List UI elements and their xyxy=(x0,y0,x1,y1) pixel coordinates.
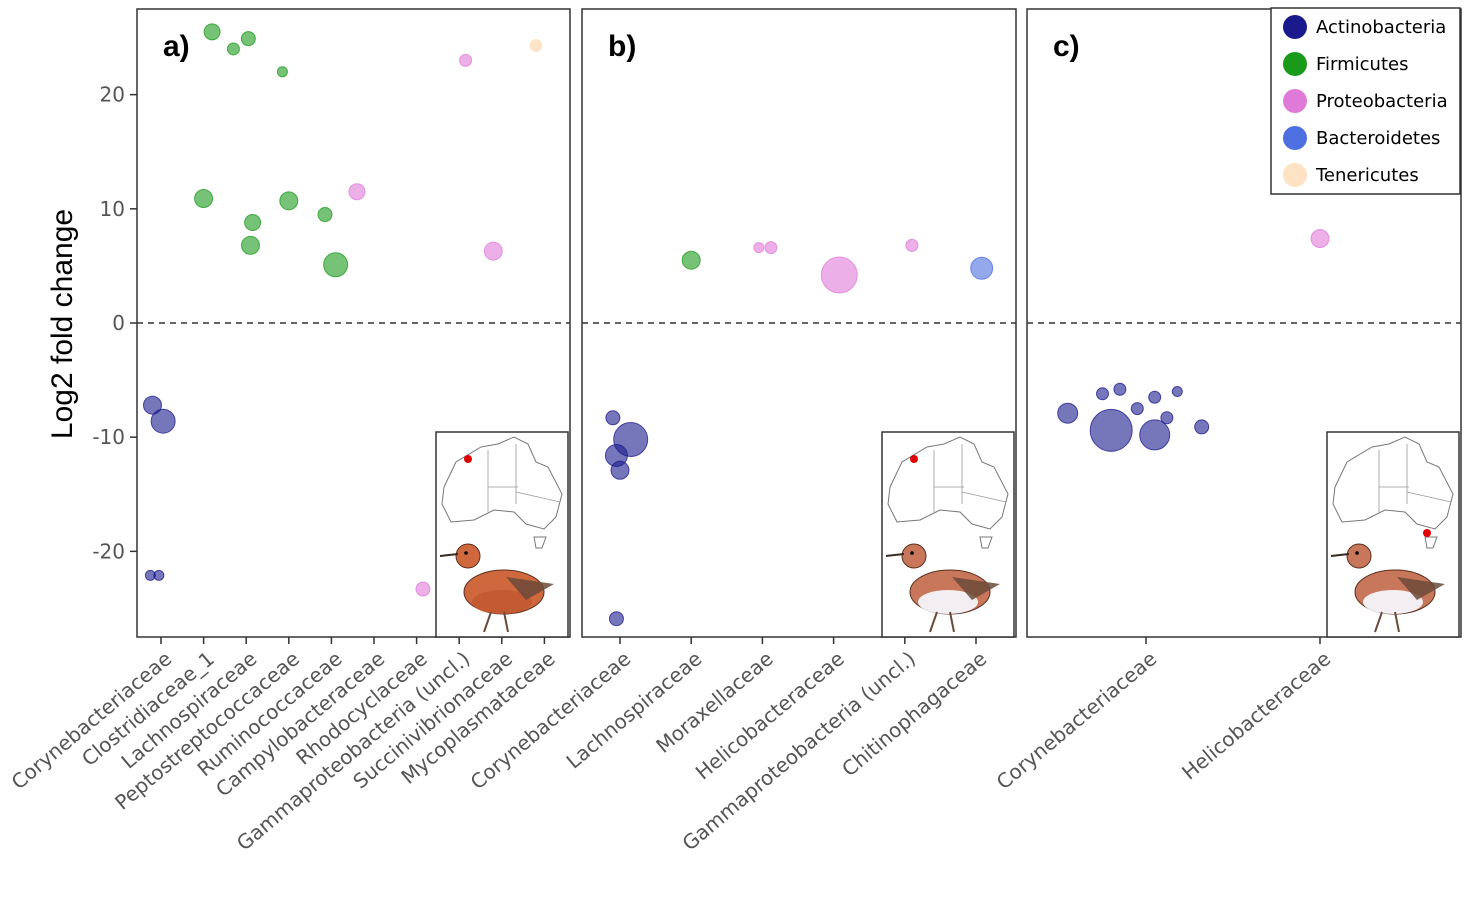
data-point xyxy=(226,42,240,56)
data-point xyxy=(610,460,630,480)
x-tick-label: Helicobacteraceae xyxy=(1177,646,1335,784)
data-point xyxy=(323,252,349,278)
legend: Actinobacteria Firmicutes Proteobacteria Ba… xyxy=(1270,7,1461,195)
legend-swatch xyxy=(1283,15,1307,39)
data-point xyxy=(1139,419,1171,451)
data-point xyxy=(459,53,473,67)
site-marker-icon xyxy=(1423,529,1431,537)
data-point xyxy=(1148,390,1162,404)
data-point xyxy=(1171,386,1183,398)
tasmania-outline xyxy=(533,536,547,549)
map-bird-inset xyxy=(881,431,1015,638)
map-bird-inset xyxy=(435,431,569,638)
y-tick-label: -10 xyxy=(92,425,125,449)
panels: a)CorynebacteriaceaeClostridiaceae_1Lach… xyxy=(7,8,1462,855)
data-point xyxy=(970,256,994,280)
legend-label: Actinobacteria xyxy=(1316,17,1446,38)
data-point xyxy=(415,581,431,597)
data-point xyxy=(1310,229,1330,249)
data-point xyxy=(348,183,366,201)
bird-illustration-icon xyxy=(885,543,1000,633)
state-borders xyxy=(933,444,1007,512)
panel-label: b) xyxy=(608,30,636,63)
y-axis-title: Log2 fold change xyxy=(46,209,79,439)
data-point xyxy=(150,408,176,434)
y-tick-label: -20 xyxy=(92,539,125,563)
panel-a: a)CorynebacteriaceaeClostridiaceae_1Lach… xyxy=(7,8,571,855)
data-point xyxy=(240,235,260,255)
legend-entry: Tenericutes xyxy=(1283,163,1419,187)
bird-illustration-icon xyxy=(439,543,554,633)
map-bird-inset xyxy=(1326,431,1460,638)
data-point xyxy=(194,189,214,209)
legend-entry: Bacteroidetes xyxy=(1283,126,1440,150)
data-point xyxy=(605,410,621,426)
data-point xyxy=(905,238,919,252)
site-marker-icon xyxy=(464,455,472,463)
australia-map-outline xyxy=(441,436,563,530)
data-point xyxy=(1160,411,1174,425)
data-point xyxy=(1096,387,1109,401)
data-point xyxy=(153,569,165,581)
data-point xyxy=(608,611,624,627)
legend-swatch xyxy=(1283,52,1307,76)
australia-map-outline xyxy=(1332,436,1454,530)
legend-label: Bacteroidetes xyxy=(1316,128,1440,149)
data-point xyxy=(1130,402,1144,416)
data-point xyxy=(820,256,858,294)
y-tick-label: 10 xyxy=(100,197,125,221)
data-point xyxy=(240,31,256,47)
data-point xyxy=(483,241,503,261)
legend-entry: Firmicutes xyxy=(1283,52,1408,76)
site-marker-icon xyxy=(910,455,918,463)
panel-label: a) xyxy=(163,30,190,63)
legend-entry: Proteobacteria xyxy=(1283,89,1448,113)
data-point xyxy=(1194,419,1210,435)
legend-swatch xyxy=(1283,89,1307,113)
data-point xyxy=(753,242,765,254)
data-point xyxy=(1057,402,1079,424)
x-tick-label: Corynebacteriaceae xyxy=(992,646,1162,794)
tasmania-outline xyxy=(1424,536,1438,549)
y-axis: -20 -10 0 10 20 xyxy=(92,83,137,563)
bird-illustration-icon xyxy=(1330,543,1445,633)
data-point xyxy=(764,241,778,255)
legend-label: Tenericutes xyxy=(1315,165,1419,186)
y-tick-label: 20 xyxy=(100,83,125,107)
data-point xyxy=(1113,382,1127,396)
data-point xyxy=(317,207,333,223)
australia-map-outline xyxy=(887,436,1009,530)
data-point xyxy=(142,395,162,415)
panel-label: c) xyxy=(1053,30,1080,63)
legend-label: Firmicutes xyxy=(1316,54,1408,75)
data-point xyxy=(276,66,288,78)
data-point xyxy=(244,214,262,232)
state-borders xyxy=(1378,444,1452,512)
y-tick-label: 0 xyxy=(112,311,125,335)
data-point xyxy=(203,23,221,41)
legend-label: Proteobacteria xyxy=(1316,91,1448,112)
legend-swatch xyxy=(1283,163,1307,187)
data-point xyxy=(529,39,543,53)
tasmania-outline xyxy=(979,536,993,549)
state-borders xyxy=(487,444,561,512)
data-point xyxy=(279,191,299,211)
data-point xyxy=(681,250,701,270)
legend-swatch xyxy=(1283,126,1307,150)
legend-entry: Actinobacteria xyxy=(1283,15,1446,39)
data-point xyxy=(1089,408,1133,452)
